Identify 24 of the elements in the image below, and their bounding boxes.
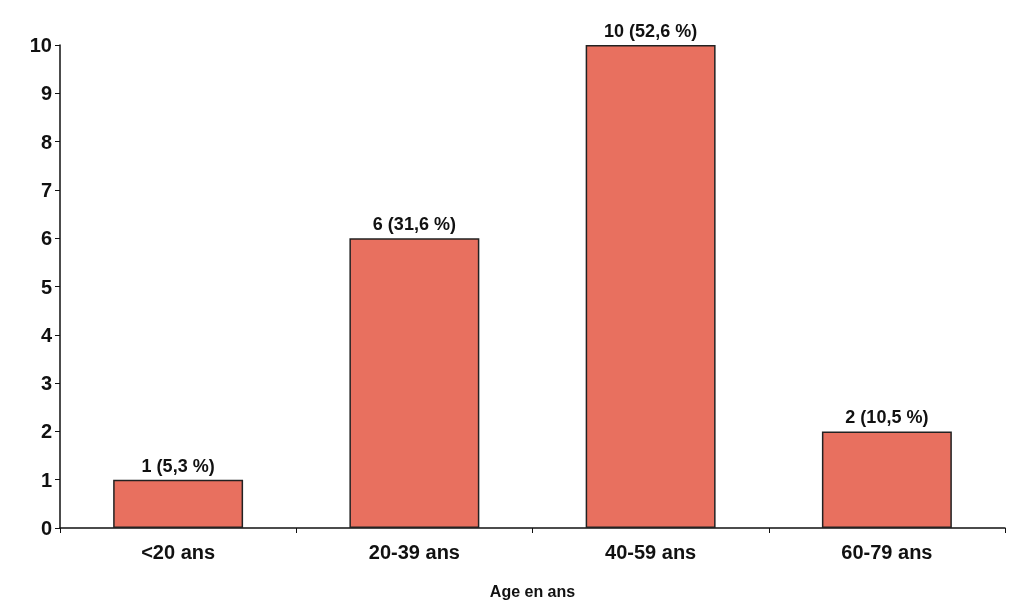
data-label: 1 (5,3 %)	[141, 455, 215, 476]
y-tick-label: 10	[29, 34, 52, 56]
y-tick-label: 3	[40, 372, 52, 395]
y-tick-label: 4	[40, 323, 53, 346]
bar	[113, 479, 244, 528]
data-label: 2 (10,5 %)	[845, 407, 929, 428]
y-tick-label: 1	[40, 468, 52, 491]
x-tick-label: 20-39 ans	[368, 541, 460, 563]
y-tick-label: 8	[40, 130, 52, 153]
data-label: 6 (31,6 %)	[372, 214, 456, 235]
x-tick-label: <20 ans	[141, 541, 216, 563]
y-tick-label: 5	[40, 275, 52, 298]
x-axis-title: Age en ans	[489, 582, 576, 600]
y-tick-label: 9	[40, 82, 52, 105]
data-label: 10 (52,6 %)	[604, 21, 698, 41]
bar	[821, 431, 952, 528]
y-tick-label: 2	[40, 420, 52, 443]
y-tick-label: 6	[40, 227, 52, 250]
x-tick-label: 60-79 ans	[841, 541, 933, 563]
bar	[349, 238, 480, 528]
bar	[585, 45, 716, 528]
y-tick-label: 7	[40, 178, 52, 201]
x-tick-label: 40-59 ans	[605, 541, 697, 563]
y-tick-label: 0	[40, 517, 52, 539]
